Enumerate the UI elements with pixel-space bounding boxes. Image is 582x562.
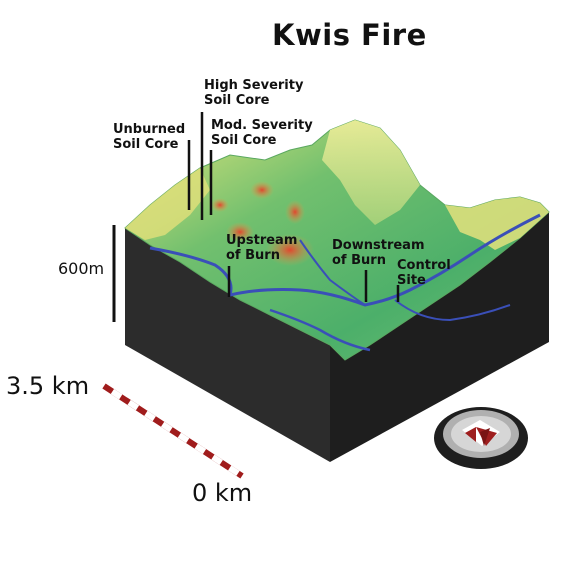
block-left-side <box>125 228 330 462</box>
ridge-highlight <box>322 120 420 225</box>
horizontal-scale-bar-dashes <box>102 383 244 479</box>
right-ridge <box>445 197 549 250</box>
scale-min-label: 0 km <box>192 479 253 507</box>
vertical-scale-label: 600m <box>58 259 105 278</box>
river <box>394 299 511 322</box>
burn-patch <box>211 198 229 212</box>
scale-max-label: 3.5 km <box>6 372 90 400</box>
control-label: Control Site <box>397 258 451 288</box>
downstream-label: Downstream of Burn <box>332 238 425 268</box>
burn-patch <box>226 222 254 242</box>
mod-severity-label-line2: Soil Core <box>211 133 277 148</box>
upstream-label-line1: Upstream <box>226 233 298 248</box>
north-arrow-icon <box>434 407 528 469</box>
unburned-label: Unburned Soil Core <box>113 122 185 152</box>
upstream-label: Upstream of Burn <box>226 233 297 263</box>
mod-severity-label: Mod. Severity Soil Core <box>211 118 313 148</box>
diagram-title: Kwis Fire <box>272 18 427 52</box>
high-severity-label-line2: Soil Core <box>204 93 270 108</box>
downstream-label-line1: Downstream <box>332 238 425 253</box>
unburned-label-line1: Unburned <box>113 122 186 137</box>
upstream-label-line2: of Burn <box>226 248 280 263</box>
high-severity-label: High Severity Soil Core <box>204 78 303 108</box>
high-severity-label-line1: High Severity <box>204 78 304 93</box>
control-label-line1: Control <box>397 258 451 273</box>
burn-patch <box>250 181 274 199</box>
control-label-line2: Site <box>397 273 426 288</box>
river <box>149 213 541 307</box>
mod-severity-label-line1: Mod. Severity <box>211 118 313 133</box>
unburned-label-line2: Soil Core <box>113 137 179 152</box>
block-right-side <box>330 212 549 462</box>
downstream-label-line2: of Burn <box>332 253 386 268</box>
burn-patch <box>285 200 305 224</box>
river <box>299 239 366 306</box>
river <box>269 308 371 352</box>
